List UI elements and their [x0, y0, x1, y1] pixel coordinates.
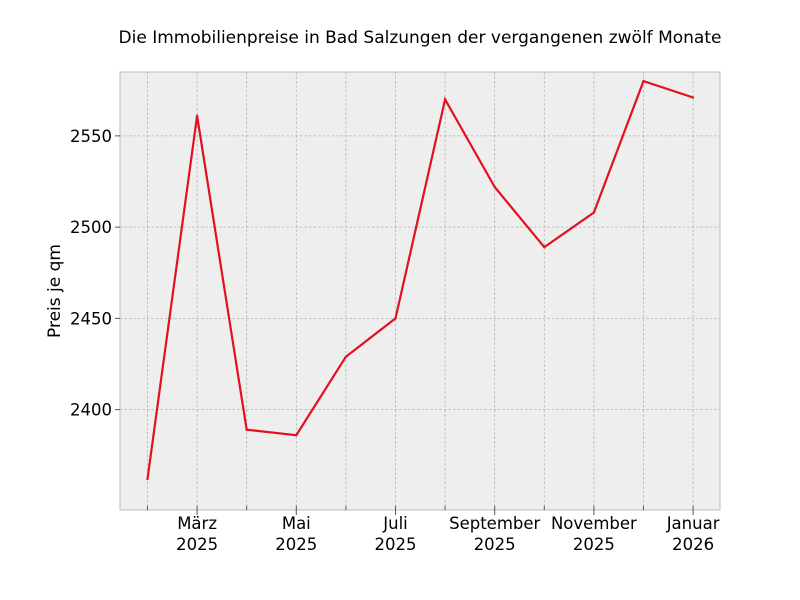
x-tick-label: Juli 2025 — [375, 514, 417, 554]
x-tick-label-year: 2026 — [672, 535, 714, 554]
data-point — [443, 98, 447, 101]
x-tick-label-month: Mai — [282, 514, 311, 533]
x-tick-label: Mai 2025 — [275, 514, 317, 554]
x-tick-label-year: 2025 — [573, 535, 615, 554]
x-tick-label-year: 2025 — [375, 535, 417, 554]
x-tick-label-month: September — [449, 514, 540, 533]
data-point — [493, 185, 496, 189]
data-point — [691, 96, 695, 99]
y-axis-label: Preis je qm — [45, 244, 65, 338]
x-tick-label: Januar 2026 — [666, 514, 720, 554]
y-tick-label: 2400 — [70, 401, 112, 420]
data-point — [642, 79, 645, 83]
x-tick-label: September 2025 — [449, 514, 540, 554]
x-tick-label: März 2025 — [176, 514, 218, 554]
series-group — [146, 79, 695, 481]
series-line — [146, 79, 694, 480]
x-tick-label: November 2025 — [551, 514, 637, 554]
chart-title: Die Immobilienpreise in Bad Salzungen de… — [119, 28, 722, 48]
data-point — [394, 317, 397, 320]
data-point — [592, 211, 596, 214]
grid-lines — [120, 72, 720, 510]
data-point — [146, 477, 149, 481]
x-tick-label-month: Januar — [666, 514, 720, 533]
data-point — [543, 246, 546, 249]
x-tick-label-year: 2025 — [275, 535, 317, 554]
x-tick-label-year: 2025 — [474, 535, 516, 554]
x-tick-label-year: 2025 — [176, 535, 218, 554]
y-tick-label: 2450 — [70, 309, 112, 328]
data-point — [195, 114, 199, 118]
data-point — [344, 355, 348, 358]
data-point — [295, 433, 298, 437]
plot-area — [120, 72, 720, 510]
x-tick-label-month: März — [177, 514, 217, 533]
data-point — [245, 428, 248, 431]
y-tick-label: 2500 — [70, 218, 112, 237]
y-axis: 2400 2450 2500 2550 — [70, 127, 120, 420]
plot-frame — [119, 71, 721, 511]
x-tick-label-month: Juli — [382, 514, 408, 533]
y-tick-label: 2550 — [70, 127, 112, 146]
x-tick-label-month: November — [551, 514, 637, 533]
